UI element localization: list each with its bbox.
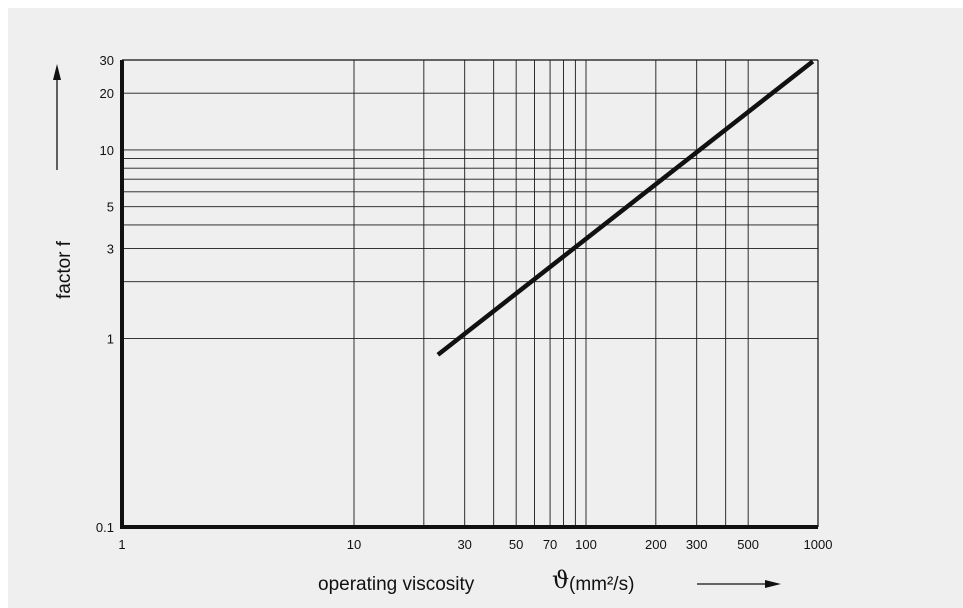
x-axis-symbol: ϑ [552, 566, 569, 594]
x-tick-label: 50 [509, 537, 523, 552]
x-tick-label: 1000 [804, 537, 833, 552]
x-axis-title: operating viscosity [318, 574, 475, 595]
x-tick-label: 100 [575, 537, 597, 552]
x-tick-label: 70 [543, 537, 557, 552]
chart-panel: 1 10 30 50 70 100 200 300 500 1000 0.1 1 3 5 10 20 30 fa… [8, 8, 963, 608]
x-tick-label: 30 [457, 537, 471, 552]
x-tick-label: 200 [645, 537, 667, 552]
tick-labels: 1 10 30 50 70 100 200 300 500 1000 0.1 1 3 5 10 20 30 [96, 53, 833, 552]
grid-layer [122, 60, 818, 527]
y-tick-label: 3 [107, 242, 114, 257]
y-tick-label: 20 [100, 86, 114, 101]
x-axis-arrow-head [765, 580, 781, 588]
y-axis-arrow-head [53, 64, 61, 80]
series-layer [436, 59, 815, 357]
x-tick-label: 1 [118, 537, 125, 552]
chart-svg: 1 10 30 50 70 100 200 300 500 1000 0.1 1 3 5 10 20 30 fa… [53, 53, 833, 595]
y-tick-label: 30 [100, 53, 114, 68]
y-tick-label: 1 [107, 331, 114, 346]
y-tick-label: 10 [100, 143, 114, 158]
x-tick-label: 500 [737, 537, 759, 552]
x-tick-label: 300 [686, 537, 708, 552]
y-axis-title: factor f [54, 240, 75, 299]
x-tick-label: 10 [347, 537, 361, 552]
plot-frame [120, 59, 819, 529]
x-axis-unit: (mm²/s) [569, 574, 634, 595]
y-tick-label: 0.1 [96, 520, 114, 535]
series-line [436, 59, 815, 357]
y-tick-label: 5 [107, 200, 114, 215]
